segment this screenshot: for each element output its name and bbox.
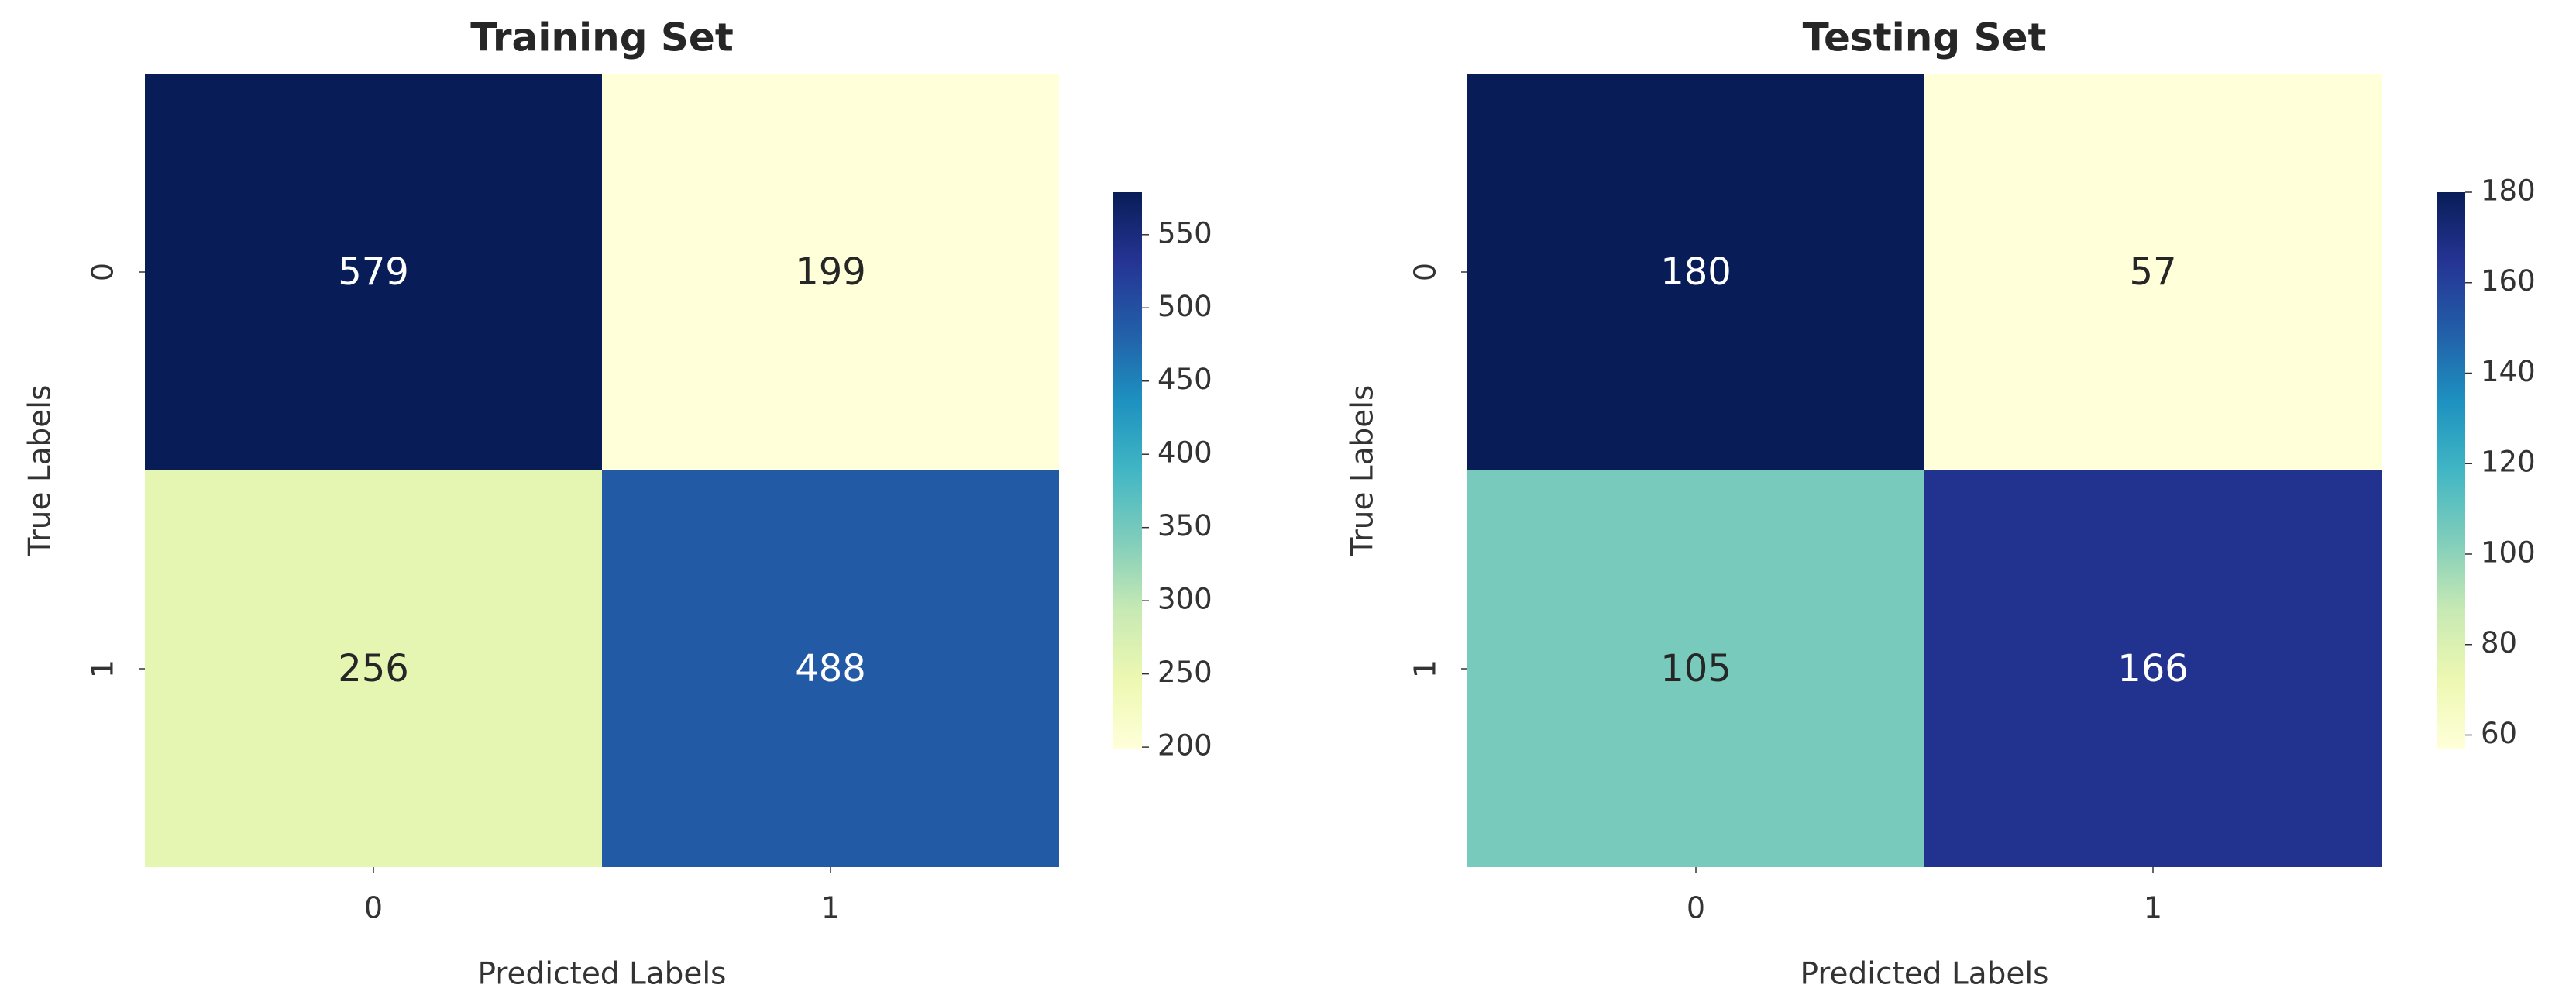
colorbar-tick-label: 500 <box>1157 290 1212 323</box>
y-axis-label: True Labels <box>1346 385 1381 557</box>
cell-value-label: 199 <box>795 250 866 294</box>
colorbar-tick-label: 550 <box>1157 216 1212 250</box>
heatmap-cell <box>1467 470 1924 867</box>
colorbar-tick-label: 200 <box>1157 729 1212 763</box>
colorbar-tick-label: 60 <box>2481 717 2517 750</box>
x-tick-label: 0 <box>364 891 383 925</box>
heatmap-cell <box>1924 470 2382 867</box>
colorbar-tick-label: 250 <box>1157 656 1212 689</box>
cell-value-label: 180 <box>1660 250 1732 294</box>
heatmap-cell <box>1924 74 2382 470</box>
heatmap-panels: Training Set 579 199 256 488 0 1 0 1 Predicted La… <box>23 15 2536 992</box>
cell-value-label: 105 <box>1660 647 1732 690</box>
colorbar-tick-label: 160 <box>2481 264 2536 298</box>
y-tick-label: 1 <box>1408 659 1443 678</box>
y-tick-label: 1 <box>86 659 120 678</box>
colorbar-tick-label: 300 <box>1157 583 1212 616</box>
heatmap-panel: Training Set 579 199 256 488 0 1 0 1 Predicted La… <box>23 15 1212 992</box>
x-tick-label: 1 <box>821 891 840 925</box>
x-axis-label: Predicted Labels <box>1800 957 2048 992</box>
cell-value-label: 488 <box>795 647 866 690</box>
colorbar <box>1113 192 1142 749</box>
heatmap-cell <box>602 470 1059 867</box>
colorbar-tick-label: 120 <box>2481 446 2536 479</box>
colorbar-tick-label: 350 <box>1157 509 1212 542</box>
x-tick-label: 0 <box>1687 891 1705 925</box>
colorbar-tick-label: 450 <box>1157 363 1212 396</box>
heatmap-panel: Testing Set 180 57 105 166 0 1 0 1 Predicted Labe… <box>1346 15 2536 992</box>
cell-value-label: 579 <box>338 250 409 294</box>
cell-value-label: 256 <box>338 647 409 690</box>
y-tick-label: 0 <box>1408 263 1443 281</box>
y-tick-label: 0 <box>86 263 120 281</box>
y-axis-label: True Labels <box>23 385 58 557</box>
colorbar-tick-label: 80 <box>2481 626 2517 659</box>
colorbar-tick-label: 400 <box>1157 436 1212 470</box>
heatmap-cell <box>602 74 1059 470</box>
heatmap-cell <box>145 470 602 867</box>
panel-title: Training Set <box>470 15 734 60</box>
colorbar <box>2437 192 2465 749</box>
colorbar-tick-label: 100 <box>2481 535 2536 569</box>
panel-title: Testing Set <box>1803 15 2047 60</box>
cell-value-label: 57 <box>2129 250 2176 294</box>
cell-value-label: 166 <box>2117 647 2189 690</box>
x-axis-label: Predicted Labels <box>477 957 726 992</box>
colorbar-tick-label: 180 <box>2481 174 2536 208</box>
heatmap-cell <box>1467 74 1924 470</box>
colorbar-tick-label: 140 <box>2481 355 2536 388</box>
heatmap-cell <box>145 74 602 470</box>
x-tick-label: 1 <box>2144 891 2162 925</box>
